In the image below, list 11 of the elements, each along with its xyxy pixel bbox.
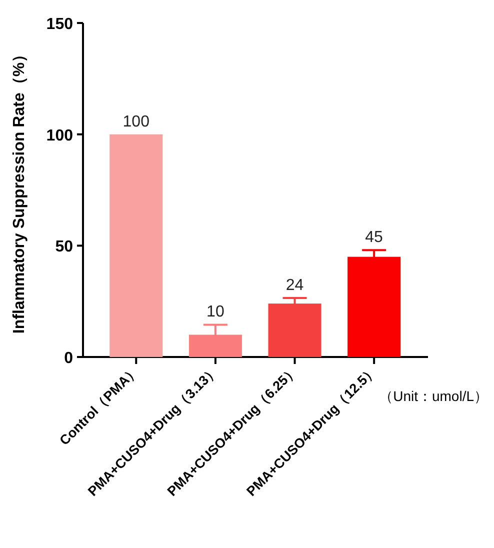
text: （Unit：umol/L） <box>379 388 488 404</box>
data-label: 100 <box>122 113 150 130</box>
y-tick-label: 50 <box>55 238 74 256</box>
y-tick-label: 150 <box>46 16 74 33</box>
y-tick-label: 100 <box>46 127 74 144</box>
y-axis-title: Inflammatory Suppression Rate（%） <box>11 46 28 334</box>
data-label: 45 <box>365 229 384 246</box>
bar <box>110 134 163 357</box>
data-label: 10 <box>206 304 224 321</box>
y-tick-label: 0 <box>64 350 74 367</box>
data-label: 24 <box>286 276 304 294</box>
